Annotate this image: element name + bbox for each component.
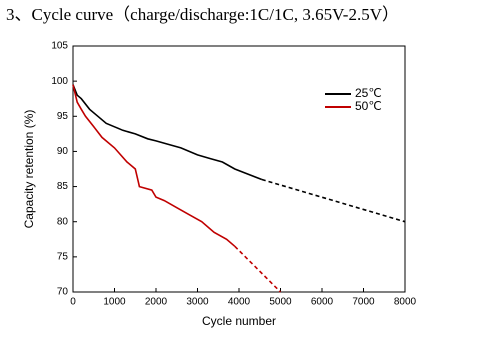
legend-label: 50℃ (355, 99, 382, 113)
y-axis-label: Capacity retention (%) (22, 110, 36, 229)
y-tick-label: 95 (57, 111, 69, 122)
projection-line (234, 245, 282, 293)
x-tick-label: 1000 (103, 297, 126, 308)
x-tick-label: 7000 (352, 297, 375, 308)
series-line (72, 84, 236, 247)
series-line (72, 84, 263, 181)
y-tick-label: 80 (57, 216, 69, 227)
x-tick-label: 5000 (269, 297, 292, 308)
y-tick-label: 85 (57, 181, 69, 192)
x-tick-label: 4000 (228, 297, 251, 308)
y-tick-label: 75 (57, 251, 69, 262)
x-tick-label: 8000 (394, 297, 417, 308)
y-tick-label: 100 (51, 76, 68, 87)
y-tick-label: 105 (51, 41, 68, 52)
x-tick-label: 3000 (186, 297, 209, 308)
x-tick-label: 2000 (145, 297, 168, 308)
y-tick-label: 90 (57, 146, 69, 157)
x-axis-label: Cycle number (202, 314, 276, 328)
legend-label: 25℃ (355, 86, 382, 100)
projection-line (261, 178, 406, 223)
y-tick-label: 70 (57, 287, 69, 298)
x-tick-label: 6000 (311, 297, 334, 308)
chart-title: 3、Cycle curve（charge/discharge:1C/1C, 3.… (6, 5, 399, 24)
x-tick-label: 0 (70, 297, 76, 308)
plot-frame (72, 45, 406, 293)
